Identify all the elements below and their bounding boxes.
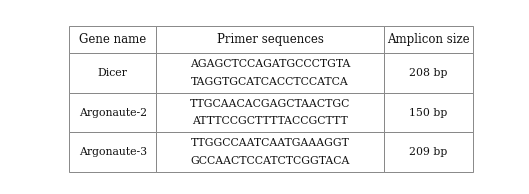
Bar	[156, 26, 384, 53]
Text: 150 bp: 150 bp	[409, 107, 448, 118]
Text: Argonaute-3: Argonaute-3	[79, 147, 147, 157]
Bar	[69, 132, 156, 172]
Text: TTGGCCAATCAATGAAAGGT: TTGGCCAATCAATGAAAGGT	[190, 138, 350, 148]
Bar	[384, 26, 473, 53]
Text: Amplicon size: Amplicon size	[387, 33, 470, 46]
Text: Dicer: Dicer	[98, 68, 127, 78]
Bar	[156, 93, 384, 132]
Text: Primer sequences: Primer sequences	[217, 33, 324, 46]
Text: AGAGCTCCAGATGCCCTGTA: AGAGCTCCAGATGCCCTGTA	[190, 59, 350, 69]
Text: GCCAACTCCATCTCGGTACA: GCCAACTCCATCTCGGTACA	[190, 156, 350, 166]
Text: TAGGTGCATCACCTCCATCA: TAGGTGCATCACCTCCATCA	[191, 77, 349, 87]
Bar	[384, 132, 473, 172]
Bar	[156, 132, 384, 172]
Bar	[69, 53, 156, 93]
Text: TTGCAACACGAGCTAACTGC: TTGCAACACGAGCTAACTGC	[190, 99, 350, 109]
Text: ATTTCCGCTTTTACCGCTTT: ATTTCCGCTTTTACCGCTTT	[192, 116, 348, 126]
Bar	[384, 53, 473, 93]
Bar	[69, 26, 156, 53]
Bar	[384, 93, 473, 132]
Text: Gene name: Gene name	[79, 33, 147, 46]
Text: 208 bp: 208 bp	[409, 68, 448, 78]
Text: Argonaute-2: Argonaute-2	[79, 107, 147, 118]
Bar	[69, 93, 156, 132]
Text: 209 bp: 209 bp	[409, 147, 448, 157]
Bar	[156, 53, 384, 93]
